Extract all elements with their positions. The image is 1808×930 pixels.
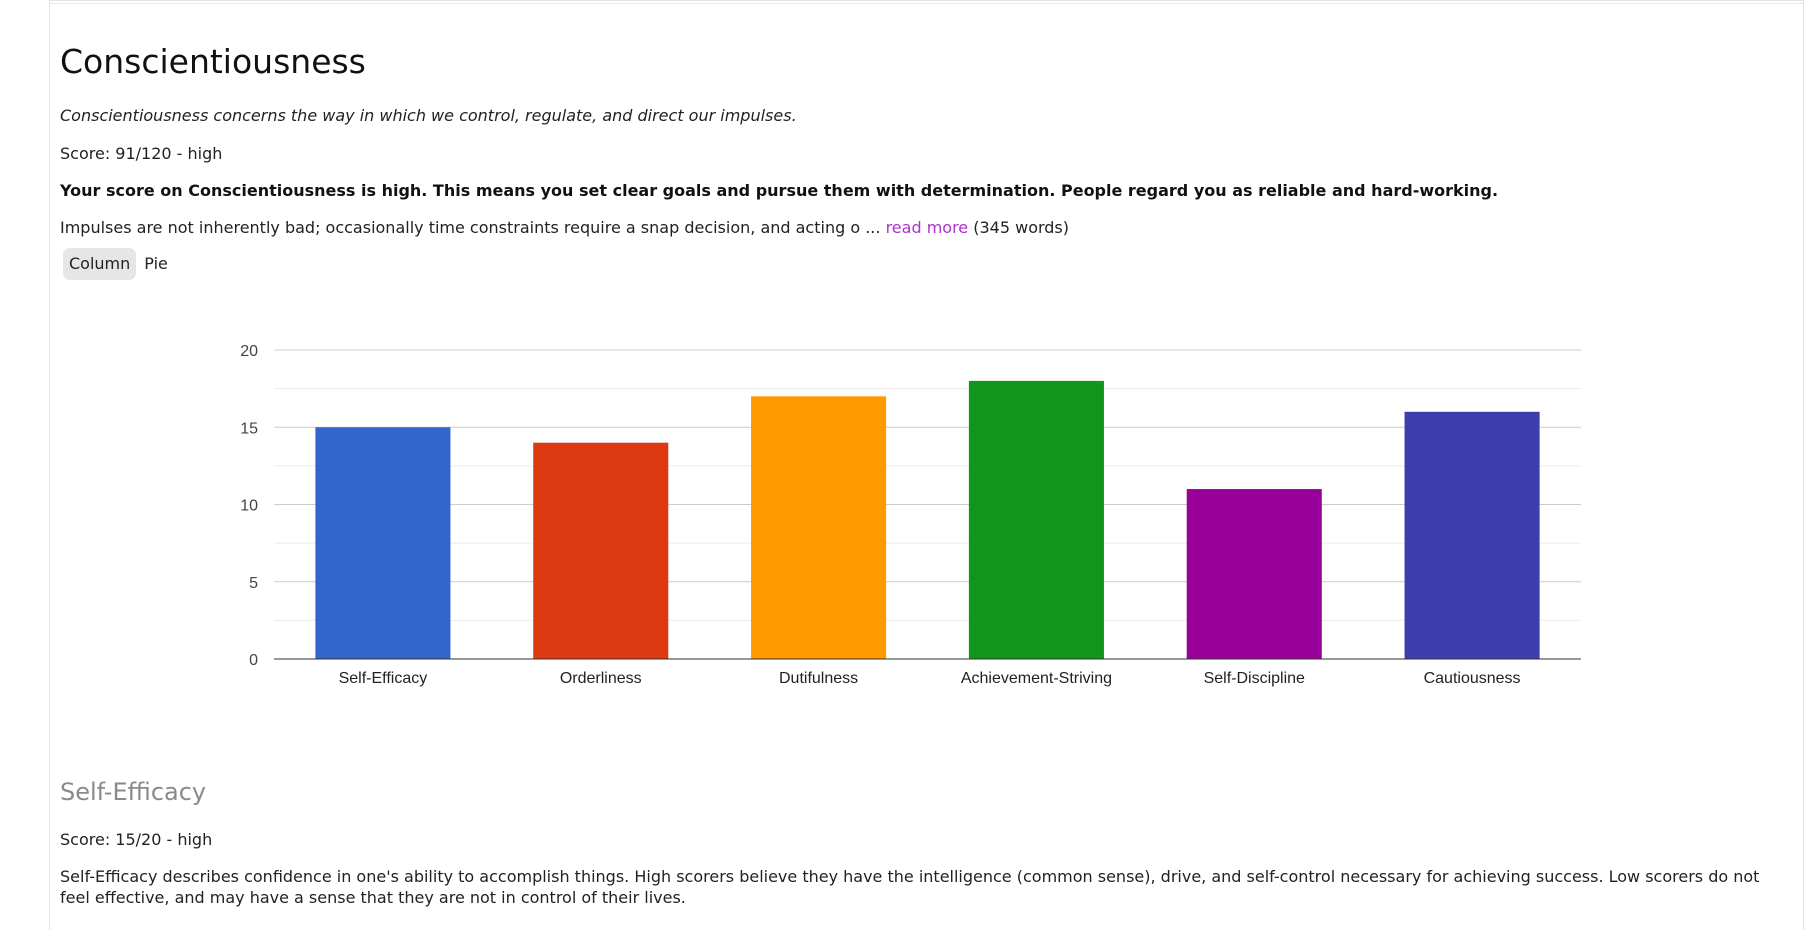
x-tick-label: Achievement-Striving	[961, 670, 1112, 687]
read-more-link[interactable]: read more	[885, 218, 969, 237]
word-count: (345 words)	[973, 218, 1070, 237]
excerpt-ellipsis: ...	[865, 218, 881, 237]
domain-title: Conscientiousness	[60, 42, 366, 81]
y-tick-label: 10	[240, 498, 258, 515]
facet-title: Self-Efficacy	[60, 778, 207, 806]
domain-summary: Your score on Conscientiousness is high.…	[60, 181, 1499, 200]
bar-orderliness	[533, 442, 669, 659]
tab-pie[interactable]: Pie	[144, 254, 168, 273]
domain-excerpt: Impulses are not inherently bad; occasio…	[60, 218, 1069, 237]
chart-bars	[315, 380, 1540, 659]
bar-self-discipline	[1186, 489, 1322, 659]
chart-y-axis: 0 5 10 15 20	[240, 343, 258, 669]
y-tick-label: 5	[249, 575, 258, 592]
x-tick-label: Self-Discipline	[1204, 670, 1305, 687]
y-tick-label: 20	[240, 343, 258, 360]
bar-dutifulness	[751, 396, 887, 659]
x-tick-label: Orderliness	[560, 670, 642, 687]
facet-description: Self-Efficacy describes confidence in on…	[60, 867, 1760, 907]
chart-x-axis: Self-Efficacy Orderliness Dutifulness Achie…	[274, 658, 1581, 687]
excerpt-text: Impulses are not inherently bad; occasio…	[60, 218, 861, 237]
facet-score: Score: 15/20 - high	[60, 830, 213, 849]
x-tick-label: Self-Efficacy	[339, 670, 428, 687]
x-tick-label: Cautiousness	[1424, 670, 1521, 687]
bar-self-efficacy	[315, 427, 451, 659]
x-tick-label: Dutifulness	[779, 670, 858, 687]
chart-type-tabs: Column Pie	[63, 248, 174, 280]
y-tick-label: 0	[249, 652, 258, 669]
chart-gridlines	[274, 349, 1581, 621]
top-border	[49, 0, 1804, 4]
bar-cautiousness	[1404, 411, 1540, 659]
domain-description: Conscientiousness concerns the way in wh…	[60, 106, 797, 125]
bar-achievement-striving	[968, 380, 1104, 659]
domain-score: Score: 91/120 - high	[60, 144, 223, 163]
result-card	[49, 0, 1804, 930]
facet-column-chart: 0 5 10 15 20 Self-Efficacy Orderliness Dutiful…	[240, 343, 1581, 687]
y-tick-label: 15	[240, 420, 258, 437]
tab-column[interactable]: Column	[63, 248, 137, 280]
